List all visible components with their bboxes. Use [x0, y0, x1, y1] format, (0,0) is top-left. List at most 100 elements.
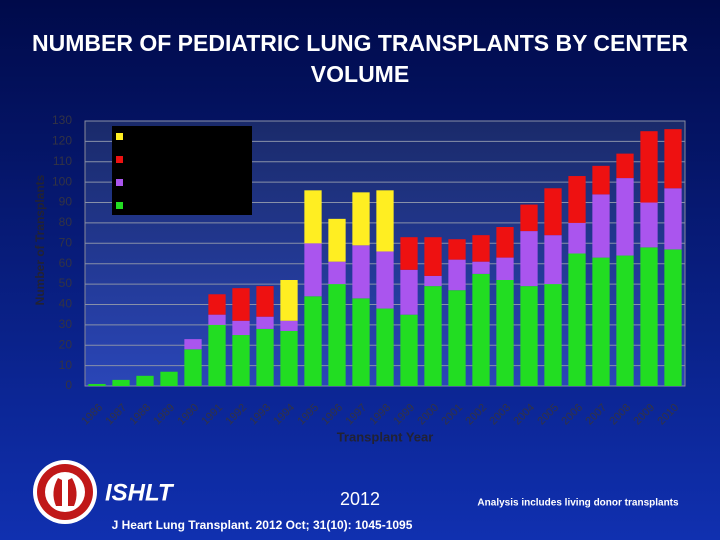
y-tick-label: 100: [52, 174, 72, 188]
bar-segment: [280, 320, 298, 331]
bar-segment: [280, 330, 298, 386]
bar-segment: [208, 324, 226, 386]
x-tick-label: 2010: [655, 402, 681, 428]
y-tick-label: 90: [59, 195, 73, 209]
bar-segment: [304, 190, 322, 244]
bar-segment: [424, 237, 442, 276]
y-tick-label: 130: [52, 113, 72, 127]
bar-segment: [472, 273, 490, 386]
bar-segment: [472, 261, 490, 274]
bar-segment: [592, 165, 610, 195]
bar-segment: [616, 178, 634, 256]
y-tick-label: 10: [59, 358, 73, 372]
x-tick-label: 2002: [463, 402, 489, 428]
y-tick-label: 20: [59, 337, 73, 351]
legend-swatch: [116, 179, 123, 186]
x-tick-label: 1998: [367, 402, 393, 428]
bar-segment: [400, 314, 418, 386]
y-tick-label: 0: [65, 378, 72, 392]
y-tick-label: 110: [53, 154, 72, 168]
note: Analysis includes living donor transplan…: [477, 498, 679, 509]
bar-segment: [568, 253, 586, 386]
bar-segment: [664, 249, 682, 386]
bar-segment: [592, 257, 610, 386]
y-axis-label: Number of Transplants: [33, 174, 47, 305]
x-tick-label: 1991: [199, 402, 225, 428]
y-tick-label: 50: [59, 276, 73, 290]
bar-segment: [160, 371, 178, 386]
bar-segment: [208, 314, 226, 325]
y-tick-label: 40: [59, 297, 73, 311]
logo-inner: [45, 472, 85, 512]
bar-segment: [568, 176, 586, 223]
legend-swatch: [116, 202, 123, 209]
bar-segment: [184, 349, 202, 386]
bar-segment: [520, 204, 538, 232]
bar-segment: [544, 188, 562, 236]
bar-segment: [232, 335, 250, 386]
bar-segment: [256, 316, 274, 329]
bar-segment: [424, 286, 442, 386]
x-tick-label: 2009: [631, 402, 657, 428]
bar-segment: [640, 202, 658, 248]
x-tick-label: 1993: [247, 402, 273, 428]
x-tick-label: 1995: [295, 402, 321, 428]
bar-segment: [88, 383, 106, 386]
x-tick-label: 1994: [271, 402, 297, 428]
bar-segment: [328, 261, 346, 285]
bar-segment: [256, 328, 274, 386]
bar-segment: [640, 131, 658, 203]
x-tick-label: 1999: [391, 402, 417, 428]
x-tick-label: 1989: [151, 402, 177, 428]
y-tick-label: 120: [52, 134, 72, 148]
x-tick-label: 2003: [487, 402, 513, 428]
bar-segment: [112, 379, 130, 386]
x-tick-label: 1986: [79, 402, 105, 428]
logo-text: ISHLT: [105, 479, 175, 506]
bar-segment: [616, 153, 634, 179]
x-tick-label: 1996: [319, 402, 345, 428]
x-tick-label: 2008: [607, 402, 633, 428]
bar-segment: [544, 235, 562, 285]
legend-swatch: [116, 156, 123, 163]
bar-segment: [136, 375, 154, 386]
x-tick-label: 1992: [223, 402, 249, 428]
bar-segment: [400, 237, 418, 270]
bar-segment: [304, 296, 322, 386]
chart-title: NUMBER OF PEDIATRIC LUNG TRANSPLANTS BY …: [32, 30, 688, 87]
logo-lungs: [53, 478, 77, 506]
bar-segment: [400, 269, 418, 315]
bar-segment: [424, 275, 442, 287]
x-tick-label: 2004: [511, 402, 537, 428]
year: 2012: [340, 489, 380, 509]
bar-segment: [376, 308, 394, 386]
bar-segment: [520, 231, 538, 287]
bar-segment: [496, 227, 514, 258]
x-tick-label: 1988: [127, 402, 153, 428]
bar-segment: [448, 259, 466, 291]
x-tick-label: 1990: [175, 402, 201, 428]
bar-segment: [568, 222, 586, 254]
bar-segment: [208, 294, 226, 315]
x-tick-label: 2001: [439, 402, 465, 428]
y-tick-label: 30: [59, 317, 73, 331]
x-tick-label: 2006: [559, 402, 585, 428]
x-tick-label: 1987: [103, 402, 129, 428]
x-tick-label: 2005: [535, 402, 561, 428]
bar-segment: [304, 243, 322, 297]
x-axis-label: Transplant Year: [337, 429, 434, 444]
bar-segment: [352, 245, 370, 299]
bar-segment: [256, 286, 274, 317]
bar-segment: [184, 339, 202, 350]
bar-segment: [472, 235, 490, 262]
bar-segment: [376, 251, 394, 309]
bar-segment: [592, 194, 610, 258]
bar-segment: [352, 192, 370, 246]
bar-segment: [448, 239, 466, 260]
bar-segment: [352, 298, 370, 386]
bar-segment: [640, 247, 658, 386]
x-tick-label: 2007: [583, 402, 609, 428]
x-tick-label: 2000: [415, 402, 441, 428]
